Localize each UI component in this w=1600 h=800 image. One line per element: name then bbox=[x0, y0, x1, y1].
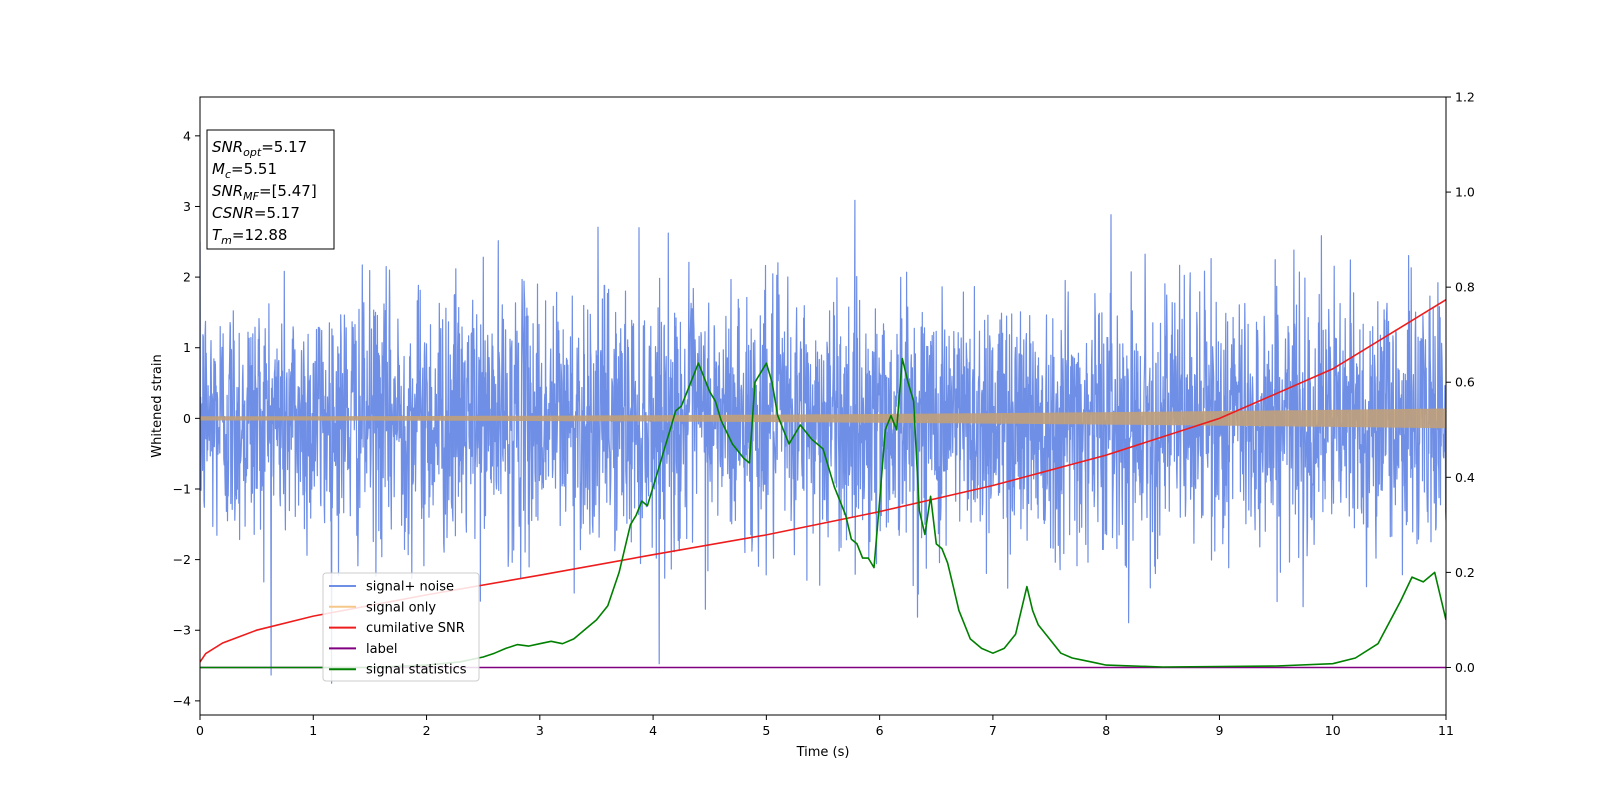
y-tick-label: −4 bbox=[173, 693, 191, 708]
x-tick-label: 11 bbox=[1438, 723, 1454, 738]
x-tick-label: 6 bbox=[876, 723, 884, 738]
series-signal-statistics-line bbox=[200, 357, 1446, 669]
y-axis-ticks: 4 3 2 1 0 −1 −2 −3 −4 bbox=[173, 128, 200, 708]
y2-tick-label: 0.2 bbox=[1455, 565, 1475, 580]
x-tick-label: 4 bbox=[649, 723, 657, 738]
x-axis-ticks: 0 1 2 3 4 5 6 7 8 9 10 11 bbox=[196, 715, 1454, 738]
legend-label: cumilative SNR bbox=[366, 621, 465, 636]
x-tick-label: 1 bbox=[309, 723, 317, 738]
info-box-line: CSNR=5.17 bbox=[212, 204, 300, 222]
plot-frame bbox=[199, 96, 1447, 716]
x-axis-label: Time (s) bbox=[796, 745, 850, 760]
y-axis-label: Whitened strain bbox=[150, 354, 165, 457]
y-tick-label: 2 bbox=[183, 270, 191, 285]
y2-tick-label: 1.0 bbox=[1455, 185, 1475, 200]
series-signal-only-band bbox=[200, 408, 1446, 429]
x-tick-label: 2 bbox=[423, 723, 431, 738]
y-tick-label: 1 bbox=[183, 340, 191, 355]
info-box-line: SNRopt=5.17 bbox=[212, 138, 307, 159]
legend-label: signal only bbox=[366, 600, 436, 615]
series-cumulative-snr-line bbox=[200, 299, 1446, 663]
legend-frame bbox=[322, 572, 480, 682]
y2-axis-ticks: 1.2 1.0 0.8 0.6 0.4 0.2 0.0 bbox=[1446, 90, 1475, 675]
y2-tick-label: 0.6 bbox=[1455, 375, 1475, 390]
legend-label: label bbox=[366, 642, 397, 657]
y2-tick-label: 0.0 bbox=[1455, 660, 1475, 675]
x-tick-label: 0 bbox=[196, 723, 204, 738]
legend-label: signal statistics bbox=[366, 663, 467, 678]
series-signal-plus-noise-line bbox=[200, 199, 1446, 684]
x-tick-label: 5 bbox=[762, 723, 770, 738]
y-tick-label: 4 bbox=[183, 128, 191, 143]
info-box-line: Tm=12.88 bbox=[212, 226, 287, 247]
x-tick-label: 7 bbox=[989, 723, 997, 738]
x-tick-label: 9 bbox=[1215, 723, 1223, 738]
y-tick-label: −1 bbox=[173, 481, 191, 496]
y2-tick-label: 0.4 bbox=[1455, 470, 1475, 485]
y-tick-label: 0 bbox=[183, 411, 191, 426]
y-tick-label: 3 bbox=[183, 199, 191, 214]
info-box-line: SNRMF=[5.47] bbox=[212, 182, 317, 203]
y2-tick-label: 0.8 bbox=[1455, 280, 1475, 295]
legend: signal+ noise signal only cumilative SNR la… bbox=[322, 572, 480, 682]
x-tick-label: 3 bbox=[536, 723, 544, 738]
y-tick-label: −3 bbox=[173, 623, 191, 638]
y-tick-label: −2 bbox=[173, 552, 191, 567]
x-tick-label: 8 bbox=[1102, 723, 1110, 738]
legend-label: signal+ noise bbox=[366, 580, 454, 595]
info-box-frame bbox=[206, 129, 335, 250]
x-tick-label: 10 bbox=[1325, 723, 1341, 738]
info-box-line: Mc=5.51 bbox=[212, 160, 277, 181]
y2-tick-label: 1.2 bbox=[1455, 90, 1475, 105]
